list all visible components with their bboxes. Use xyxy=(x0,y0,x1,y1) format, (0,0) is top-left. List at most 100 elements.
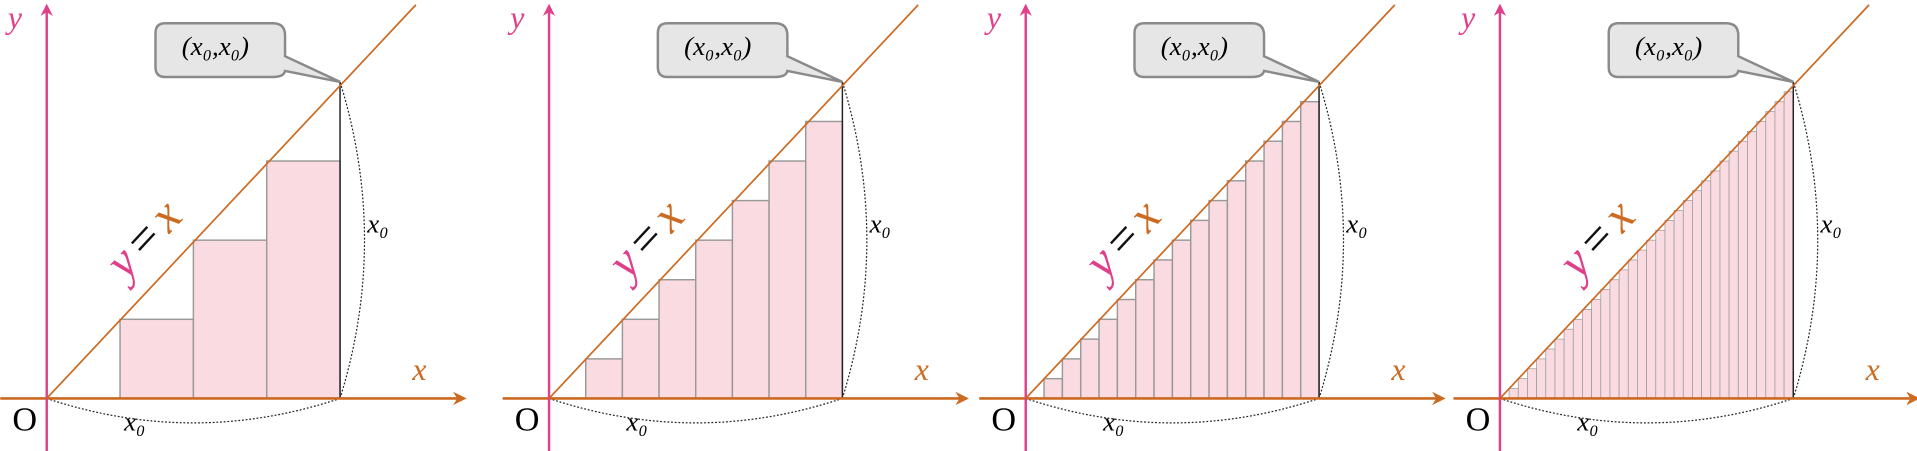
riemann-rect xyxy=(804,120,844,400)
x-axis-label: x xyxy=(1390,352,1405,387)
y-axis-label: y xyxy=(1458,0,1476,35)
riemann-rect xyxy=(1719,160,1730,399)
y-axis-label: y xyxy=(5,0,23,35)
riemann-rect xyxy=(768,160,807,400)
riemann-rect xyxy=(1517,378,1528,399)
riemann-rect xyxy=(1153,259,1174,400)
height-arc xyxy=(339,81,366,399)
height-arc xyxy=(1792,81,1819,399)
riemann-rect xyxy=(1098,318,1119,400)
width-arc xyxy=(1025,397,1320,424)
riemann-rect xyxy=(1263,140,1284,400)
point-label: (x₀,x₀) xyxy=(182,31,249,61)
riemann-rect xyxy=(621,318,660,400)
riemann-rect xyxy=(1692,190,1702,399)
height-label: x₀ xyxy=(1820,208,1842,238)
riemann-rect xyxy=(1701,180,1712,399)
riemann-rect xyxy=(1637,249,1647,399)
height-label: x₀ xyxy=(869,208,891,238)
origin-label: O xyxy=(991,402,1016,439)
height-arc xyxy=(841,81,868,399)
riemann-rect xyxy=(1627,259,1638,399)
riemann-rect xyxy=(694,239,734,400)
height-arc xyxy=(1318,81,1345,399)
y-axis-label: y xyxy=(507,0,525,35)
callout xyxy=(1607,22,1794,84)
diagonal xyxy=(548,4,919,400)
riemann-rect xyxy=(1508,388,1519,399)
riemann-rect xyxy=(731,199,770,400)
riemann-rect xyxy=(1043,377,1064,400)
riemann-rect xyxy=(1664,220,1675,399)
riemann-rect xyxy=(1618,269,1629,399)
y-axis-label: y xyxy=(984,0,1002,35)
point-label: (x₀,x₀) xyxy=(1635,31,1702,61)
riemann-rect xyxy=(1682,200,1693,399)
riemann-rect xyxy=(1756,121,1767,399)
panel: y x O x₀ x₀ (x₀,x₀) y=x xyxy=(0,0,467,451)
x-axis-label: x xyxy=(411,352,426,387)
height-label: x₀ xyxy=(366,208,388,238)
riemann-rect xyxy=(1061,358,1082,400)
diagonal xyxy=(46,4,417,400)
riemann-rect xyxy=(1737,140,1748,399)
riemann-rect xyxy=(1728,150,1739,399)
riemann-rect xyxy=(1646,239,1657,399)
origin-label: O xyxy=(515,402,540,439)
riemann-rect xyxy=(265,160,341,400)
riemann-rect xyxy=(1554,338,1565,399)
riemann-rect xyxy=(1527,368,1537,399)
callout xyxy=(1133,22,1320,84)
riemann-rect xyxy=(1545,348,1556,399)
riemann-rect xyxy=(584,358,624,400)
riemann-rect xyxy=(1208,199,1229,400)
riemann-rect xyxy=(119,318,195,400)
riemann-rect xyxy=(1774,101,1785,399)
width-label: x₀ xyxy=(625,406,647,436)
width-label: x₀ xyxy=(1102,406,1124,436)
point-label: (x₀,x₀) xyxy=(684,31,751,61)
riemann-rect xyxy=(1600,289,1611,399)
riemann-rect xyxy=(1299,100,1320,400)
riemann-rect xyxy=(1116,298,1137,400)
riemann-rect xyxy=(1563,328,1574,399)
callout xyxy=(154,22,341,84)
line-label: y=x xyxy=(90,188,192,292)
origin-label: O xyxy=(1466,402,1491,439)
point-label: (x₀,x₀) xyxy=(1161,31,1228,61)
width-arc xyxy=(1499,397,1794,424)
riemann-rect xyxy=(1783,91,1794,399)
origin-label: O xyxy=(12,402,37,439)
diagonal xyxy=(1499,4,1870,400)
diagonal xyxy=(1025,4,1396,400)
height-label: x₀ xyxy=(1345,208,1367,238)
riemann-rect xyxy=(1609,279,1620,399)
riemann-rect xyxy=(1189,219,1210,400)
width-arc xyxy=(548,397,843,424)
riemann-rect xyxy=(1079,338,1100,400)
width-label: x₀ xyxy=(1576,406,1598,436)
riemann-rect xyxy=(1134,279,1155,400)
riemann-rect xyxy=(1765,111,1776,399)
riemann-rect xyxy=(1582,309,1592,399)
riemann-rect xyxy=(1244,160,1265,400)
riemann-rect xyxy=(1747,130,1757,399)
x-axis-label: x xyxy=(914,352,929,387)
riemann-rect xyxy=(1655,229,1666,399)
riemann-rect xyxy=(1673,210,1684,399)
width-label: x₀ xyxy=(123,406,145,436)
x-axis-label: x xyxy=(1865,352,1880,387)
line-label: y=x xyxy=(593,188,695,292)
panel: y x O x₀ x₀ (x₀,x₀) y=x xyxy=(502,0,969,451)
riemann-rect xyxy=(1591,299,1602,399)
riemann-rect xyxy=(192,239,268,400)
riemann-rect xyxy=(1281,120,1302,400)
riemann-rect xyxy=(658,279,697,400)
callout xyxy=(656,22,843,84)
riemann-rect xyxy=(1171,239,1192,400)
riemann-rect xyxy=(1710,170,1721,399)
width-arc xyxy=(46,397,341,424)
